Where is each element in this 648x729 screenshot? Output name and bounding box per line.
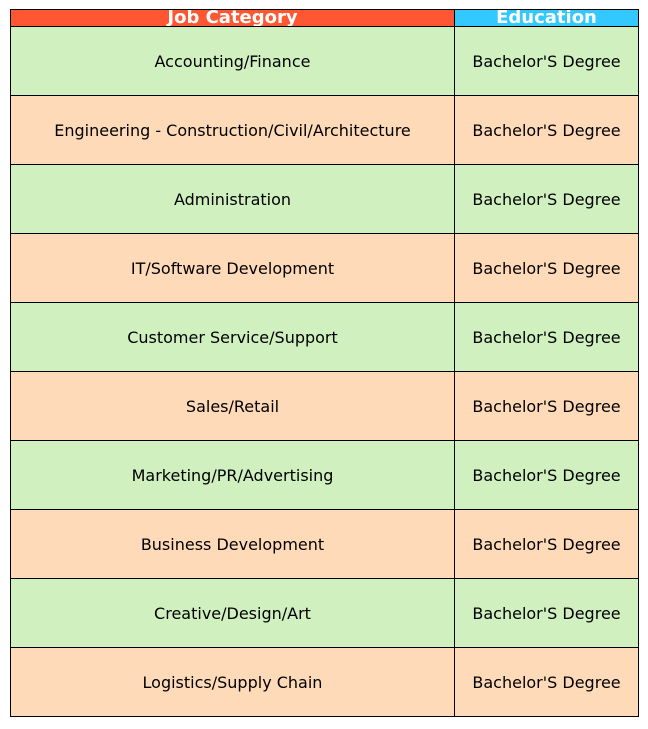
table-header-row: Job Category Education (10, 9, 639, 27)
table-row: Engineering - Construction/Civil/Archite… (10, 95, 639, 165)
table-row: Creative/Design/Art Bachelor'S Degree (10, 578, 639, 648)
cell-job-category: Creative/Design/Art (10, 578, 455, 648)
table-row: Customer Service/Support Bachelor'S Degre… (10, 302, 639, 372)
cell-education: Bachelor'S Degree (454, 509, 639, 579)
cell-education: Bachelor'S Degree (454, 26, 639, 96)
table-row: Sales/Retail Bachelor'S Degree (10, 371, 639, 441)
table-row: Marketing/PR/Advertising Bachelor'S Degre… (10, 440, 639, 510)
column-header-job-category: Job Category (10, 9, 455, 27)
cell-education: Bachelor'S Degree (454, 578, 639, 648)
cell-education: Bachelor'S Degree (454, 647, 639, 717)
table-row: IT/Software Development Bachelor'S Degree (10, 233, 639, 303)
cell-education: Bachelor'S Degree (454, 164, 639, 234)
column-header-education: Education (454, 9, 639, 27)
cell-job-category: Business Development (10, 509, 455, 579)
data-table-container: Job Category Education Accounting/Financ… (10, 9, 639, 719)
table-row: Business Development Bachelor'S Degree (10, 509, 639, 579)
cell-job-category: Customer Service/Support (10, 302, 455, 372)
cell-education: Bachelor'S Degree (454, 440, 639, 510)
cell-job-category: Accounting/Finance (10, 26, 455, 96)
table-body: Accounting/Finance Bachelor'S Degree Engin… (10, 26, 639, 717)
cell-education: Bachelor'S Degree (454, 95, 639, 165)
table-row: Accounting/Finance Bachelor'S Degree (10, 26, 639, 96)
cell-job-category: Engineering - Construction/Civil/Archite… (10, 95, 455, 165)
cell-education: Bachelor'S Degree (454, 302, 639, 372)
cell-education: Bachelor'S Degree (454, 233, 639, 303)
job-education-table: Job Category Education Accounting/Financ… (10, 9, 639, 717)
table-row: Logistics/Supply Chain Bachelor'S Degree (10, 647, 639, 717)
cell-job-category: Administration (10, 164, 455, 234)
cell-education: Bachelor'S Degree (454, 371, 639, 441)
cell-job-category: Sales/Retail (10, 371, 455, 441)
table-row: Administration Bachelor'S Degree (10, 164, 639, 234)
cell-job-category: Marketing/PR/Advertising (10, 440, 455, 510)
cell-job-category: Logistics/Supply Chain (10, 647, 455, 717)
cell-job-category: IT/Software Development (10, 233, 455, 303)
